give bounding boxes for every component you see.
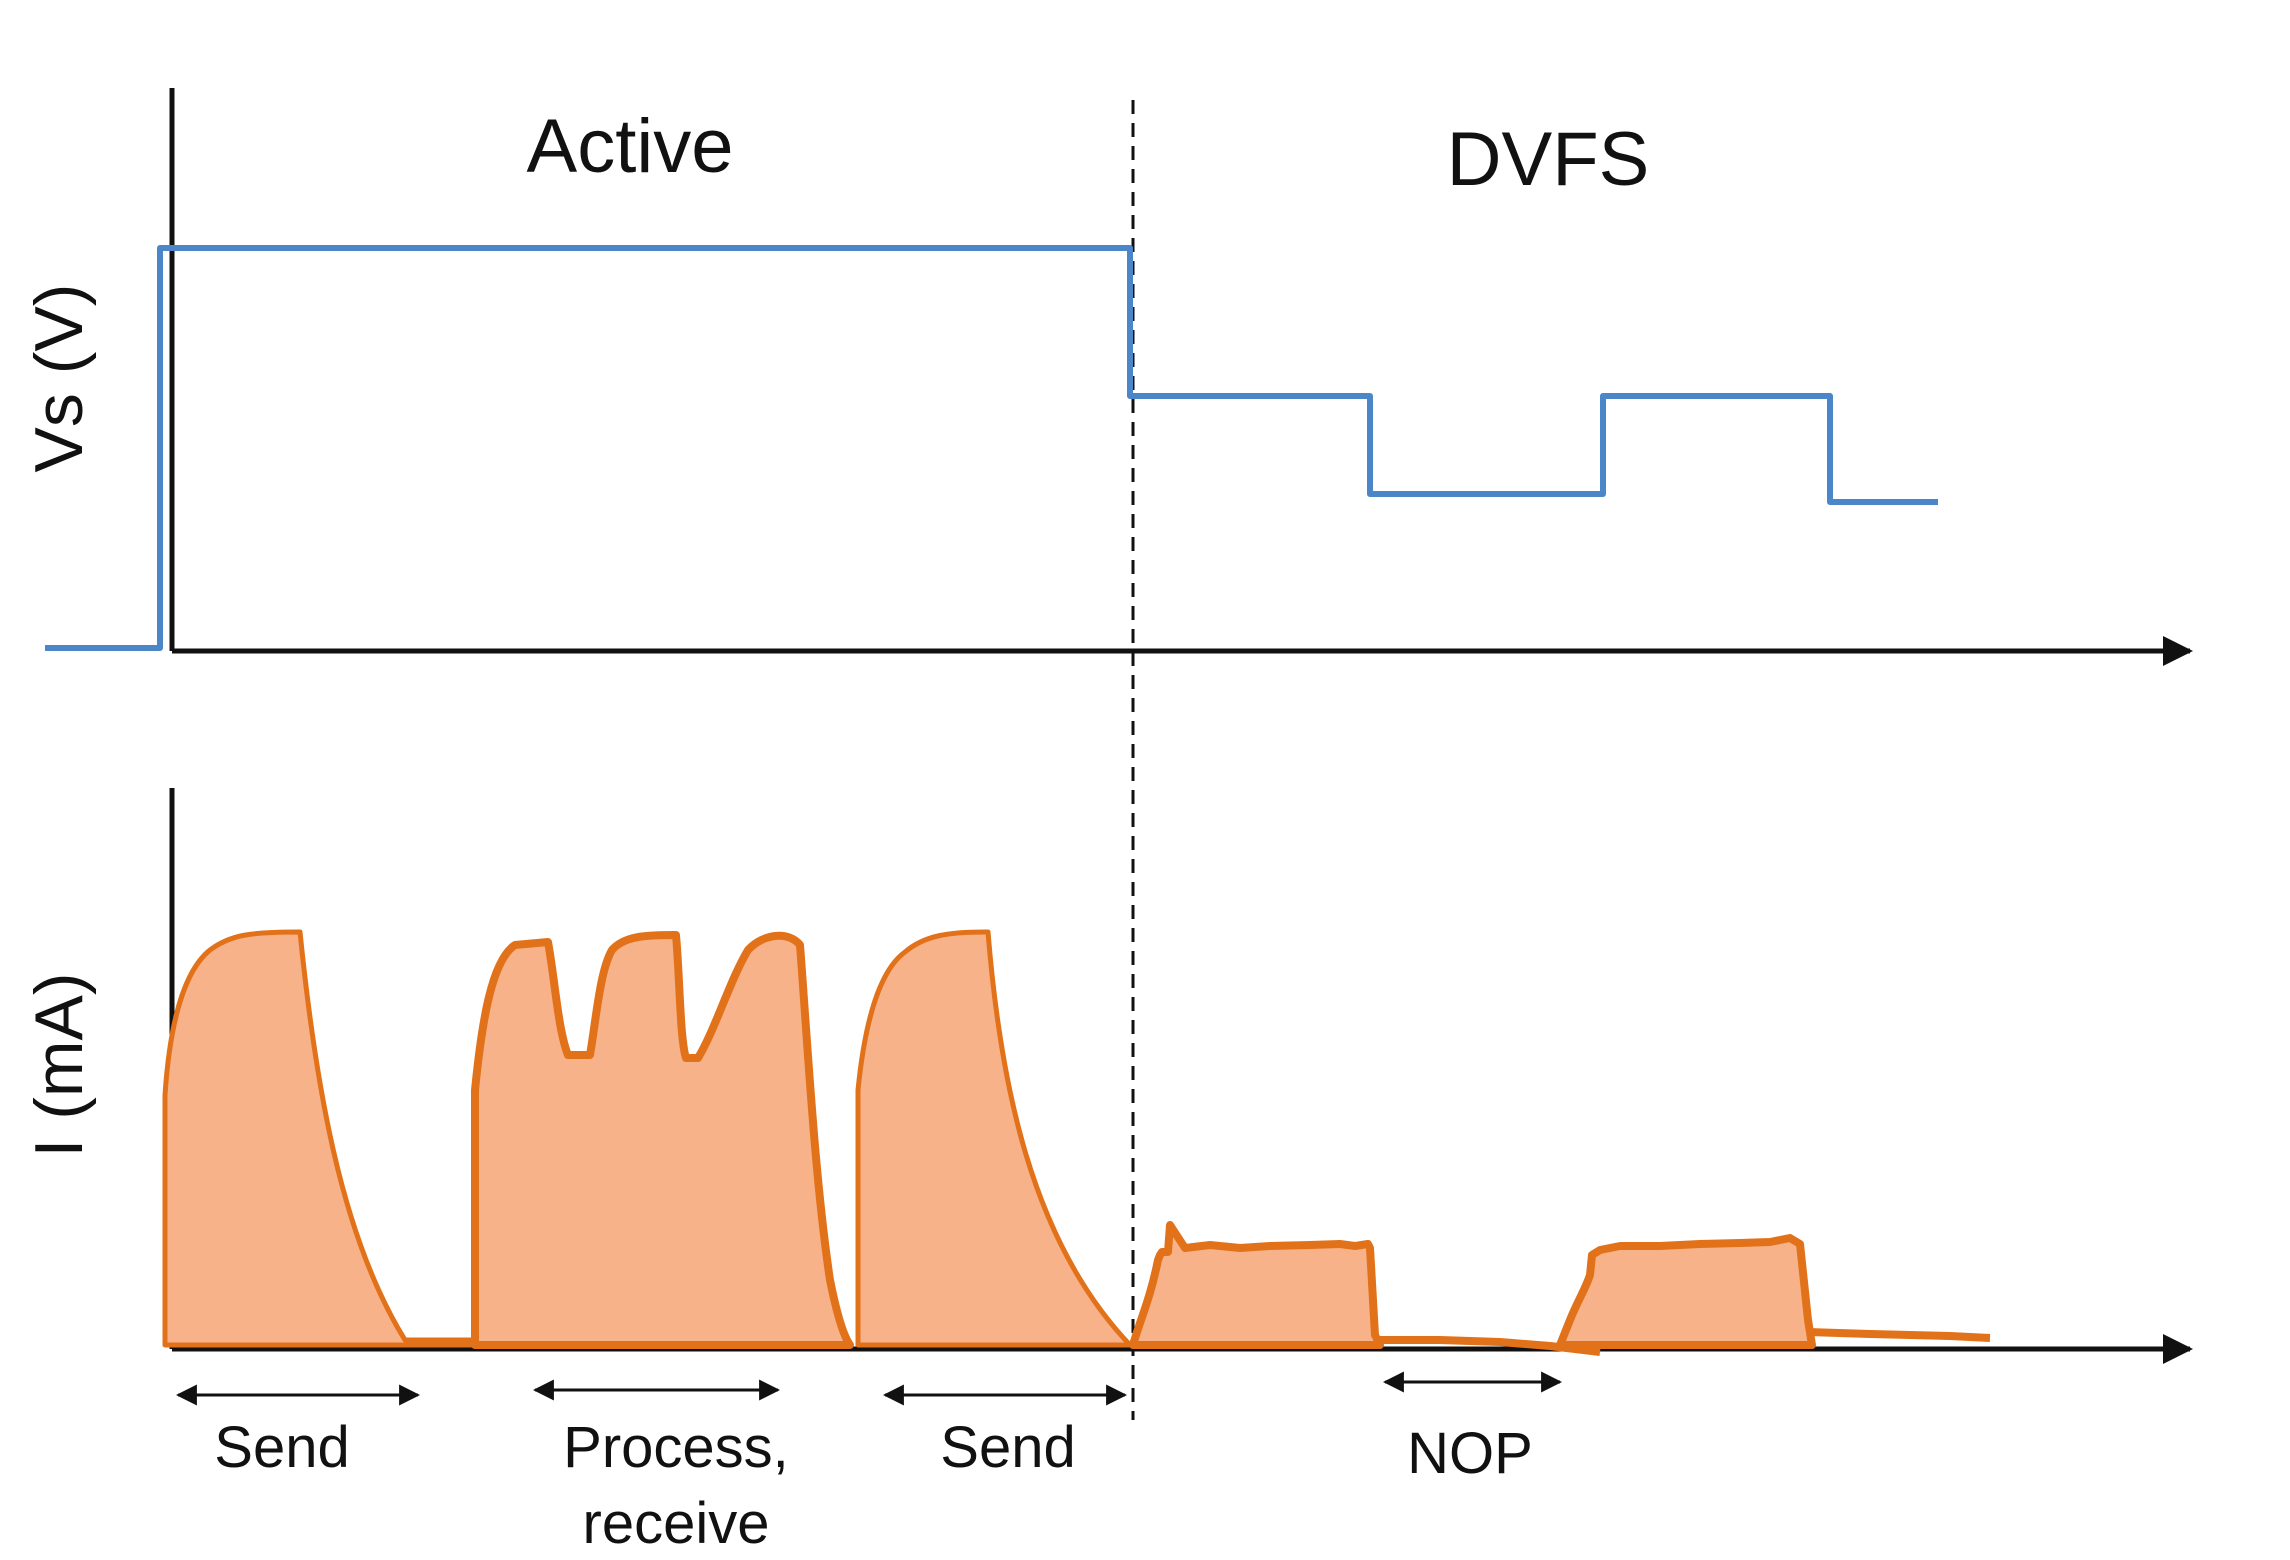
send-1-label: Send <box>214 1415 349 1480</box>
send-2-label: Send <box>940 1415 1075 1480</box>
current-pulse-dvfs-2 <box>1556 1234 1816 1349</box>
current-pulse-send-1 <box>162 929 478 1348</box>
process-label-line1: Process, <box>563 1415 789 1480</box>
phase-label-dvfs: DVFS <box>1447 117 1650 202</box>
current-pulse-dvfs-1 <box>1129 1221 1384 1349</box>
voltage-trace <box>45 245 1938 651</box>
phase-label-active: Active <box>527 104 734 189</box>
process-label-line2: receive <box>583 1491 770 1556</box>
voltage-axis-label: Vs (V) <box>21 284 97 473</box>
current-axis-label: I (mA) <box>21 972 97 1157</box>
current-pulse-send-2 <box>855 929 1133 1348</box>
nop-label: NOP <box>1407 1421 1533 1486</box>
current-pulse-process <box>471 931 854 1349</box>
current-tail-segment <box>1807 1328 1991 1342</box>
